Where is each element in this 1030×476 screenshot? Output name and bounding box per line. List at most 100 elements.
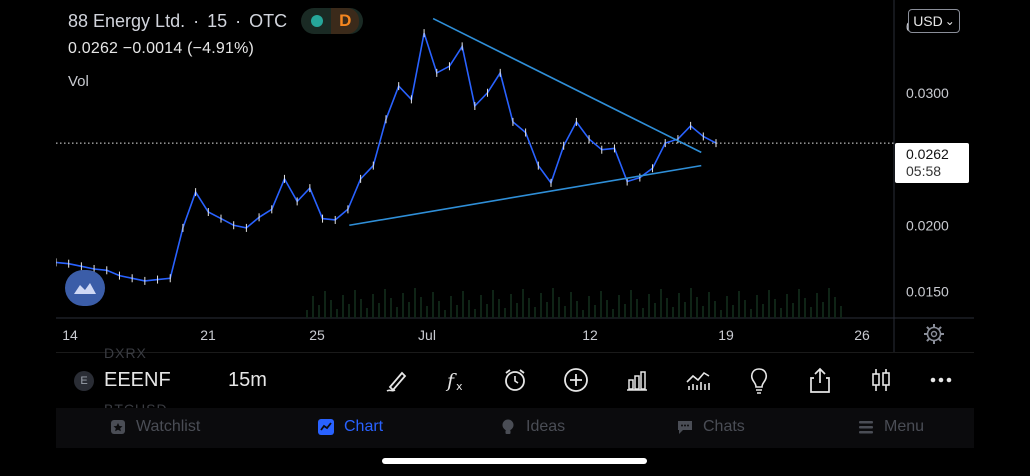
currency-label: USD	[913, 13, 943, 29]
share-icon[interactable]	[805, 365, 835, 395]
chevron-down-icon: ⌄	[944, 14, 955, 28]
volume-bar	[408, 302, 410, 318]
volume-bar	[456, 305, 458, 318]
volume-bar	[336, 309, 338, 318]
volume-bar	[348, 304, 350, 318]
volume-bar	[384, 289, 386, 318]
volume-bar	[744, 300, 746, 318]
drawing-icon[interactable]	[382, 365, 412, 395]
volume-bar	[816, 293, 818, 318]
volume-bar	[696, 297, 698, 318]
volume-bar	[738, 291, 740, 318]
volume-bar	[510, 294, 512, 318]
nav-item-chart[interactable]: Chart	[318, 418, 383, 436]
volume-bar	[516, 303, 518, 318]
volume-bar	[594, 305, 596, 318]
indicators-icon[interactable]: f x	[441, 365, 471, 395]
symbol-name[interactable]: EEENF	[104, 369, 171, 391]
volume-bar	[624, 304, 626, 318]
nav-label-chart: Chart	[344, 418, 384, 435]
chart-type-icon[interactable]	[683, 365, 713, 395]
volume-bar	[486, 304, 488, 318]
time-axis-label: 19	[718, 327, 734, 343]
alert-icon[interactable]	[500, 365, 530, 395]
volume-bar	[654, 303, 656, 318]
volume-bar	[672, 307, 674, 318]
volume-bar	[690, 288, 692, 318]
nav-label-ideas: Ideas	[526, 418, 566, 435]
volume-bar	[720, 310, 722, 318]
currency-selector[interactable]: USD ⌄	[908, 9, 960, 33]
tradingview-logo-icon[interactable]	[65, 270, 105, 306]
time-axis-label: 14	[62, 327, 78, 343]
volume-bar	[618, 295, 620, 318]
volume-bar	[786, 294, 788, 318]
volume-bar	[660, 289, 662, 318]
nav-item-watchlist[interactable]: Watchlist	[110, 418, 200, 436]
volume-bar	[498, 299, 500, 318]
volume-bar	[774, 299, 776, 318]
data-delay-badge: D	[331, 8, 360, 34]
volume-bar	[642, 308, 644, 318]
trendline	[349, 164, 702, 227]
volume-bar	[564, 306, 566, 318]
volume-bar	[426, 306, 428, 318]
chart-legend: 88 Energy Ltd. · 15 · OTC D	[68, 8, 364, 34]
volume-bar	[540, 293, 542, 318]
home-indicator[interactable]	[382, 458, 647, 464]
current-price-tag: 0.0262 05:58	[895, 143, 969, 183]
volume-bar	[390, 298, 392, 318]
volume-bar	[558, 297, 560, 318]
candles-icon[interactable]	[866, 365, 896, 395]
volume-bar	[684, 302, 686, 318]
interval-selector[interactable]: 15m	[228, 369, 267, 391]
legend-separator: ·	[235, 10, 242, 31]
time-axis-label: 12	[582, 327, 598, 343]
volume-bar	[756, 295, 758, 318]
volume-bar	[366, 308, 368, 318]
nav-item-chats[interactable]: Chats	[677, 418, 745, 436]
chats-icon	[678, 421, 692, 434]
volume-bar	[354, 290, 356, 318]
gear-icon[interactable]	[922, 322, 946, 346]
volume-bar	[804, 298, 806, 318]
volume-bar	[750, 309, 752, 318]
chart-area[interactable]: 0.03500.03000.02000.0150142125Jul121926 …	[56, 0, 974, 352]
volume-bar	[432, 292, 434, 318]
add-icon[interactable]	[561, 365, 591, 395]
volume-bar	[318, 305, 320, 318]
volume-bar	[468, 300, 470, 318]
volume-label[interactable]: Vol	[68, 73, 89, 90]
volume-bar	[714, 301, 716, 318]
volume-bar	[834, 297, 836, 318]
market-status-badge[interactable]: D	[301, 8, 364, 34]
volume-bar	[666, 298, 668, 318]
volume-bar	[648, 294, 650, 318]
volume-bar	[708, 292, 710, 318]
volume-bar	[462, 291, 464, 318]
volume-bar	[570, 292, 572, 318]
volume-bar	[822, 302, 824, 318]
time-axis-label: 25	[309, 327, 325, 343]
legend-separator: ·	[193, 10, 200, 31]
bottom-navigation: Watchlist Chart Ideas Chats Menu	[56, 408, 974, 448]
symbol-logo-icon: E	[74, 371, 94, 391]
current-price-value: 0.0262	[906, 146, 949, 162]
compare-icon[interactable]	[622, 365, 652, 395]
nav-label-watchlist: Watchlist	[136, 418, 201, 435]
watchlist-icon	[111, 420, 125, 434]
volume-bar	[474, 309, 476, 318]
volume-bar	[726, 296, 728, 318]
volume-bar	[780, 308, 782, 318]
volume-bar	[522, 289, 524, 318]
volume-bar	[534, 307, 536, 318]
menu-icon	[859, 421, 873, 434]
nav-item-ideas[interactable]: Ideas	[500, 418, 565, 436]
ideas-icon[interactable]	[744, 365, 774, 395]
more-icon[interactable]	[926, 365, 956, 395]
volume-bar	[330, 300, 332, 318]
nav-item-menu[interactable]: Menu	[858, 418, 924, 436]
volume-bar	[828, 288, 830, 318]
volume-bar	[414, 288, 416, 318]
volume-bar	[810, 307, 812, 318]
